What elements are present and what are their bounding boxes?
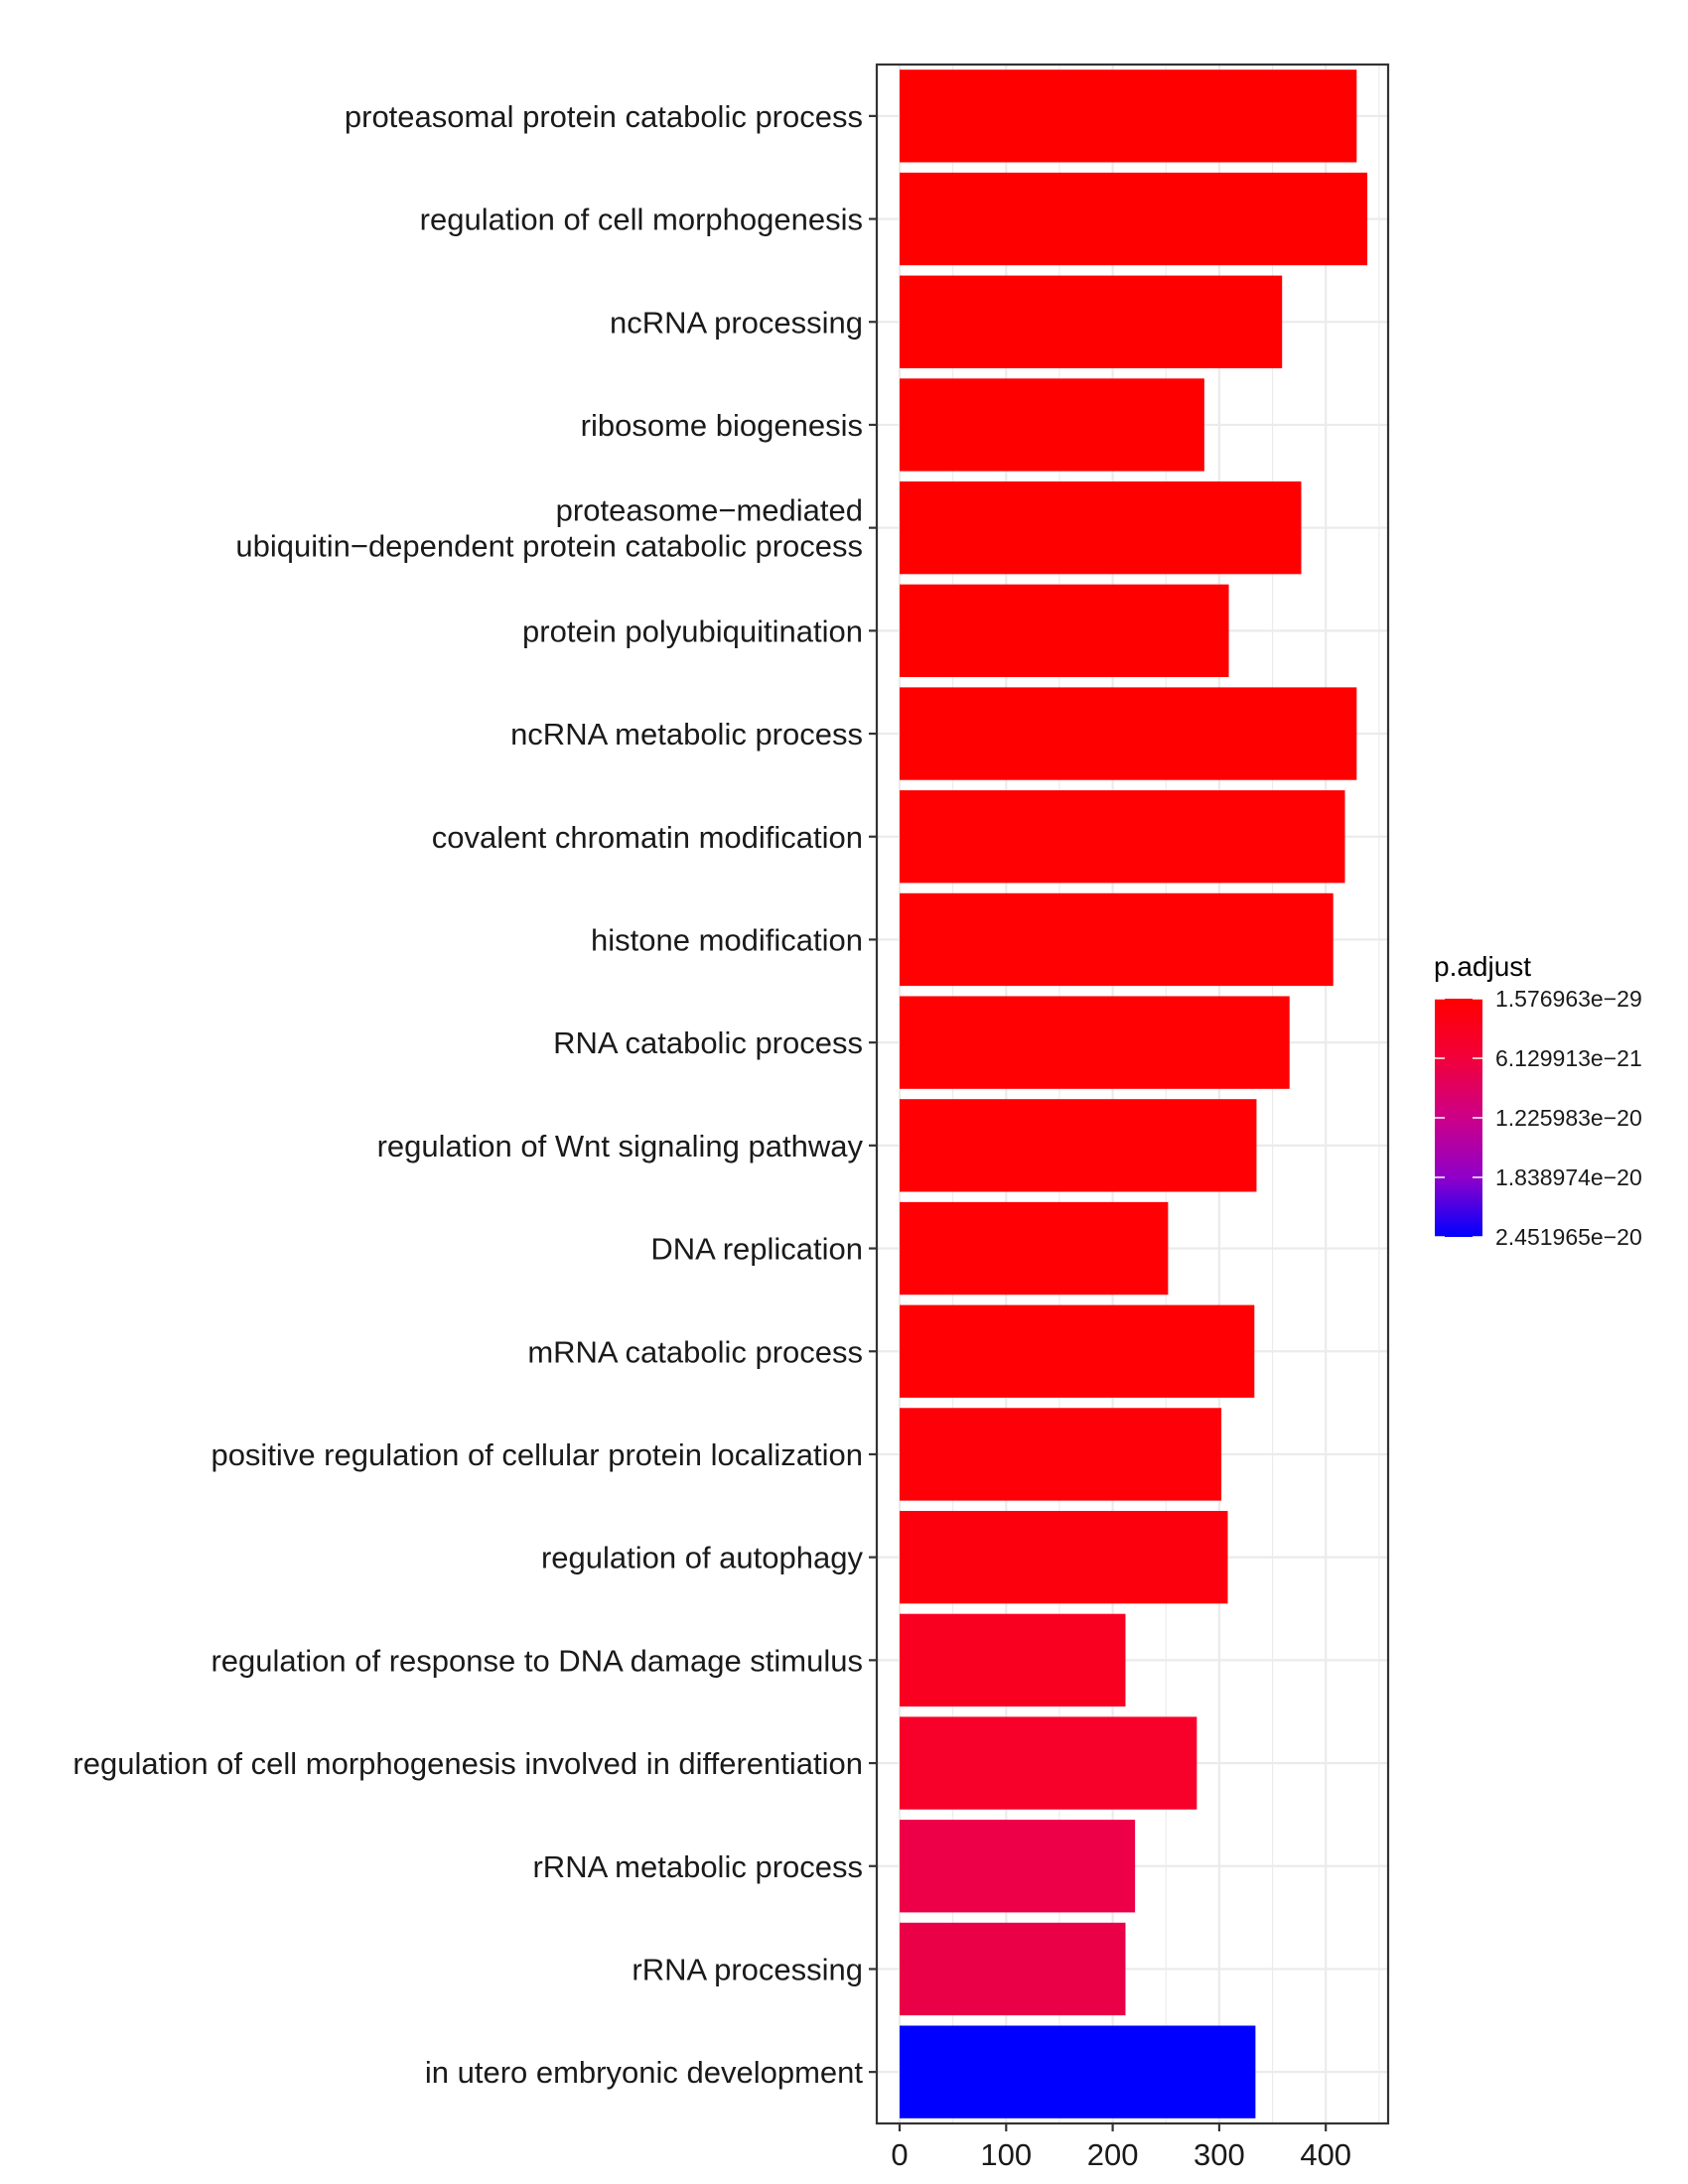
bar <box>900 2025 1256 2118</box>
bar <box>900 1510 1228 1604</box>
y-tick-label: proteasomal protein catabolic process <box>345 99 863 134</box>
y-tick-label-line: regulation of cell morphogenesis involve… <box>72 1746 863 1781</box>
bar <box>900 790 1345 884</box>
colorbar-label: 2.451965e−20 <box>1495 1224 1642 1250</box>
y-tick-label-line: regulation of autophagy <box>541 1541 864 1575</box>
y-tick-label: rRNA processing <box>632 1952 863 1986</box>
colorbar-label: 6.129913e−21 <box>1495 1045 1642 1071</box>
bar <box>900 1201 1169 1296</box>
y-tick-label: ribosome biogenesis <box>581 408 863 443</box>
bar <box>900 378 1204 472</box>
bars-group <box>900 69 1368 2118</box>
bar <box>900 1820 1136 1913</box>
bar <box>900 687 1357 780</box>
bar <box>900 1099 1257 1192</box>
y-tick-label-line: protein polyubiquitination <box>522 614 863 648</box>
y-tick-label: ncRNA processing <box>610 305 863 340</box>
x-axis: 0 100 200 300 400 <box>891 2123 1351 2172</box>
legend-title: p.adjust <box>1434 951 1531 982</box>
y-tick-label-line: RNA catabolic process <box>553 1025 863 1060</box>
y-tick-label: histone modification <box>591 922 863 957</box>
x-tick-label: 300 <box>1194 2137 1245 2172</box>
y-tick-label: rRNA metabolic process <box>532 1849 863 1884</box>
bar <box>900 1408 1222 1501</box>
colorbar-label: 1.576963e−29 <box>1495 986 1642 1012</box>
legend: p.adjust 1.576963e−29 6.129913e−21 1.22598… <box>1434 951 1642 1250</box>
y-tick-label: RNA catabolic process <box>553 1025 863 1060</box>
x-tick-label: 400 <box>1300 2137 1351 2172</box>
y-tick-label-line: mRNA catabolic process <box>527 1334 863 1369</box>
y-tick-label-line: proteasome−mediated <box>556 493 863 528</box>
y-tick-label: mRNA catabolic process <box>527 1334 863 1369</box>
colorbar-label: 1.838974e−20 <box>1495 1164 1642 1190</box>
y-tick-label-line: histone modification <box>591 922 863 957</box>
y-tick-label: covalent chromatin modification <box>432 820 863 855</box>
y-tick-label-line: covalent chromatin modification <box>432 820 863 855</box>
y-tick-label: proteasome−mediated ubiquitin−dependent p… <box>235 493 863 564</box>
y-tick-label-line: regulation of cell morphogenesis <box>420 203 863 237</box>
bar <box>900 996 1290 1089</box>
y-tick-label: regulation of cell morphogenesis <box>420 203 863 237</box>
y-tick-label: regulation of response to DNA damage sti… <box>211 1643 863 1678</box>
y-tick-label-line: in utero embryonic development <box>425 2055 864 2090</box>
y-tick-label: regulation of autophagy <box>541 1541 864 1575</box>
bar <box>900 1613 1126 1707</box>
colorbar-label: 1.225983e−20 <box>1495 1105 1642 1131</box>
panel-border <box>875 63 1390 2125</box>
bar <box>900 1304 1255 1398</box>
y-axis: proteasomal protein catabolic process reg… <box>72 99 877 2090</box>
x-tick-label: 0 <box>891 2137 908 2172</box>
y-tick-label: in utero embryonic development <box>425 2055 864 2090</box>
y-tick-label-line: rRNA processing <box>632 1952 863 1986</box>
y-tick-label-line: positive regulation of cellular protein … <box>211 1437 863 1472</box>
y-tick-label: DNA replication <box>650 1232 863 1267</box>
bar <box>900 1716 1197 1810</box>
y-tick-label-line: proteasomal protein catabolic process <box>345 99 863 134</box>
bar <box>900 480 1302 575</box>
y-tick-label: regulation of Wnt signaling pathway <box>377 1129 864 1163</box>
bar <box>900 1922 1126 2016</box>
y-tick-label: ncRNA metabolic process <box>510 717 863 751</box>
y-tick-label-line: ubiquitin−dependent protein catabolic pr… <box>235 529 863 564</box>
bar <box>900 172 1368 266</box>
y-tick-label-line: ncRNA metabolic process <box>510 717 863 751</box>
y-tick-label: protein polyubiquitination <box>522 614 863 648</box>
y-tick-label: regulation of cell morphogenesis involve… <box>72 1746 863 1781</box>
y-tick-label: positive regulation of cellular protein … <box>211 1437 863 1472</box>
y-tick-label-line: rRNA metabolic process <box>532 1849 863 1884</box>
bar <box>900 584 1229 678</box>
bar <box>900 275 1283 368</box>
bar <box>900 69 1357 163</box>
colorbar-ticks: 1.576963e−29 6.129913e−21 1.225983e−20 1.83… <box>1435 986 1642 1250</box>
y-tick-label-line: DNA replication <box>650 1232 863 1267</box>
y-tick-label-line: regulation of response to DNA damage sti… <box>211 1643 863 1678</box>
bar <box>900 892 1334 987</box>
y-tick-label-line: ncRNA processing <box>610 305 863 340</box>
y-tick-label-line: regulation of Wnt signaling pathway <box>377 1129 864 1163</box>
y-tick-label-line: ribosome biogenesis <box>581 408 863 443</box>
x-tick-label: 200 <box>1087 2137 1139 2172</box>
x-tick-label: 100 <box>980 2137 1032 2172</box>
